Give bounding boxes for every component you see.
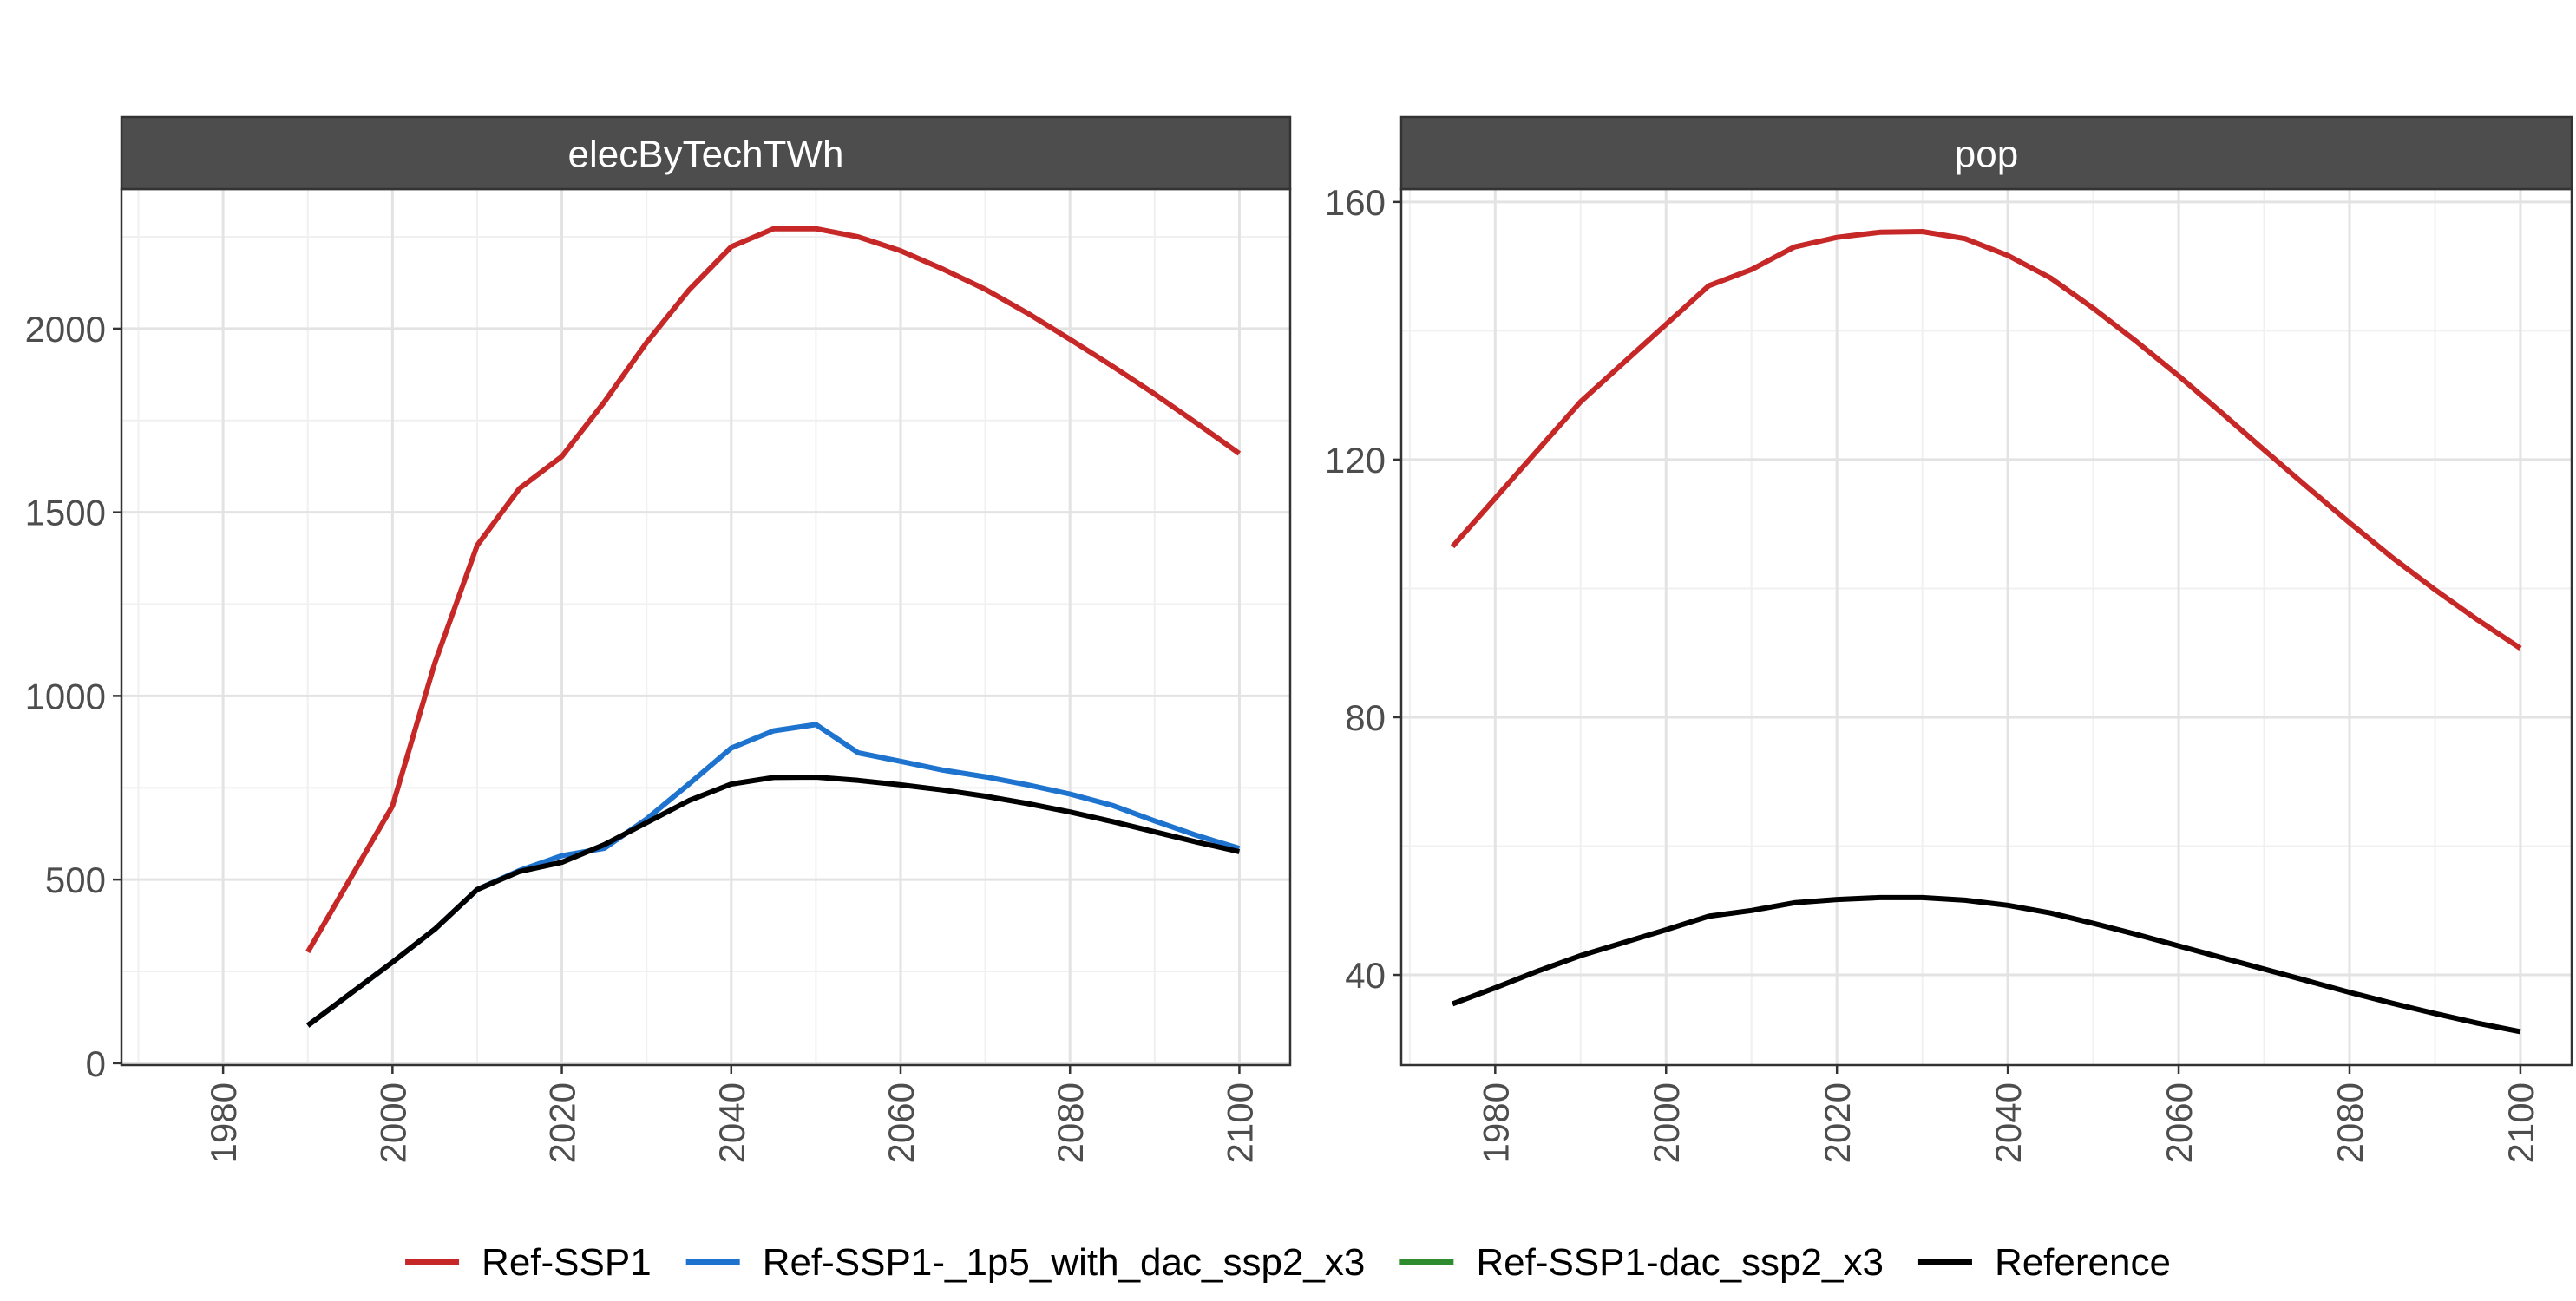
panel-background [1401, 189, 2572, 1065]
legend-label: Ref-SSP1-_1p5_with_dac_ssp2_x3 [763, 1241, 1366, 1284]
facet-strip-label: pop [1955, 134, 2018, 176]
x-tick-label: 2060 [2159, 1082, 2199, 1163]
legend-item-Ref-SSP1: Ref-SSP1 [405, 1241, 652, 1284]
x-tick-label: 2000 [1646, 1082, 1687, 1163]
y-tick-label: 1000 [25, 676, 106, 716]
facet-panel-pop: pop 40 80 120 160 1980 2000 2020 2040 2060 2080 210… [1325, 115, 2573, 1163]
x-tick-label: 2100 [1219, 1082, 1260, 1163]
legend-label: Ref-SSP1-dac_ssp2_x3 [1476, 1241, 1884, 1284]
facet-strip [120, 115, 1292, 191]
x-tick-label: 1980 [203, 1082, 244, 1163]
x-tick-label: 2040 [1988, 1082, 2029, 1163]
y-tick-label: 40 [1345, 955, 1386, 996]
y-tick-label: 1500 [25, 493, 106, 533]
x-tick-label: 2040 [711, 1082, 752, 1163]
legend-label: Reference [1995, 1241, 2171, 1284]
x-tick-label: 2020 [542, 1082, 583, 1163]
x-tick-label: 2080 [1050, 1082, 1091, 1163]
legend-item-Ref-SSP1-dac_ssp2_x3: Ref-SSP1-dac_ssp2_x3 [1399, 1241, 1884, 1284]
x-tick-label: 2060 [881, 1082, 921, 1163]
y-tick-label: 0 [86, 1043, 106, 1084]
legend-item-Reference: Reference [1917, 1241, 2171, 1284]
legend-label: Ref-SSP1 [482, 1241, 652, 1284]
series-line-Reference [1452, 894, 2521, 1035]
series-line-Ref-SSP1 [1450, 229, 2522, 650]
panel-background [121, 189, 1290, 1065]
y-tick-label: 160 [1325, 182, 1386, 223]
legend-item-Ref-SSP1-_1p5_with_dac_ssp2_x3: Ref-SSP1-_1p5_with_dac_ssp2_x3 [685, 1241, 1366, 1284]
x-tick-label: 1980 [1475, 1082, 1516, 1163]
facet-panel-elecByTechTWh: elecByTechTWh 0 500 1000 1500 2000 1980 2000 202… [25, 115, 1292, 1163]
facet-strip [1399, 115, 2573, 191]
x-tick-label: 2000 [372, 1082, 413, 1163]
series-line-Reference [305, 775, 1241, 1028]
facet-strip-label: elecByTechTWh [568, 134, 844, 176]
y-tick-label: 500 [45, 860, 106, 900]
y-tick-label: 80 [1345, 697, 1386, 738]
y-tick-label: 120 [1325, 440, 1386, 481]
x-tick-label: 2020 [1817, 1082, 1858, 1163]
legend: Ref-SSP1 Ref-SSP1-_1p5_with_dac_ssp2_x3 Re… [405, 1241, 2171, 1284]
series-line-Ref-SSP1 [305, 226, 1242, 954]
y-tick-label: 2000 [25, 309, 106, 350]
x-tick-label: 2080 [2330, 1082, 2370, 1163]
x-tick-label: 2100 [2501, 1082, 2541, 1163]
